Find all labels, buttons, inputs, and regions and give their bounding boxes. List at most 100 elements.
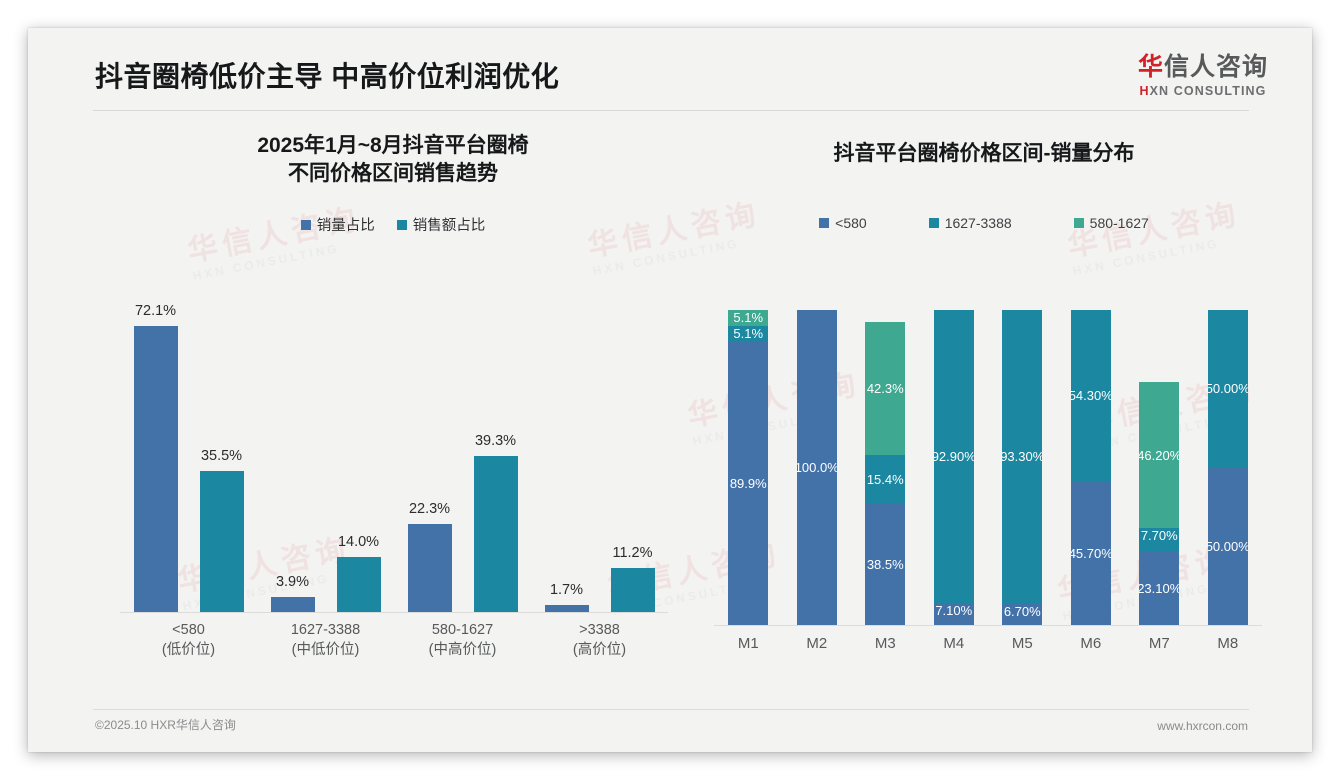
stacked-bar[interactable]: 5.1% 5.1% 89.9% xyxy=(728,309,769,625)
stacked-bar-column: 54.30% 45.70% xyxy=(1057,310,1126,625)
bar[interactable]: 35.5% xyxy=(199,448,244,612)
stacked-bar-segment[interactable]: 42.3% xyxy=(865,321,906,456)
legend-item[interactable]: 销量占比 xyxy=(300,214,375,235)
stacked-bar-segment[interactable]: 7.10% xyxy=(933,602,974,625)
stacked-bar-segment[interactable]: 100.0% xyxy=(796,310,837,625)
chart-panel-right: 抖音平台圈椅价格区间-销量分布 <580 1627-3388 580-1627 5.… xyxy=(704,132,1264,702)
plot-area-right: 5.1% 5.1% 89.9% 100.0% 42.3% 15.4% 38.5% 92.90%… xyxy=(714,309,1263,626)
stacked-bar-segment[interactable]: 7.70% xyxy=(1139,527,1180,553)
bar-group: 3.9% 14.0% xyxy=(257,295,394,612)
stacked-bar-segment[interactable]: 45.70% xyxy=(1070,481,1111,625)
bar[interactable]: 72.1% xyxy=(133,303,178,612)
bar-fill xyxy=(544,605,589,612)
stacked-bar-column: 42.3% 15.4% 38.5% xyxy=(851,310,920,625)
stacked-bar-segment[interactable]: 38.5% xyxy=(865,503,906,625)
bar-fill xyxy=(133,326,178,612)
stacked-bar-segment[interactable]: 5.1% xyxy=(728,325,769,342)
slide-canvas: 华信人咨询 HXN CONSULTING 华信人咨询 HXN CONSULTIN… xyxy=(28,28,1312,752)
logo-en-rest: XN CONSULTING xyxy=(1149,83,1267,98)
stacked-bar[interactable]: 50.00% 50.00% xyxy=(1207,310,1248,625)
stacked-bar-segment[interactable]: 92.90% xyxy=(933,310,974,603)
segment-value-label: 50.00% xyxy=(1207,381,1248,397)
bar-fill xyxy=(270,596,315,612)
segment-value-label: 7.70% xyxy=(1140,527,1178,543)
footer-divider xyxy=(93,709,1249,710)
chart-title-right-line1: 抖音平台圈椅价格区间-销量分布 xyxy=(833,142,1135,165)
chart-legend-left: 销量占比 销售额占比 xyxy=(98,214,688,235)
segment-value-label: 45.70% xyxy=(1070,545,1111,561)
chart-title-left-line1: 2025年1月~8月抖音平台圈椅 xyxy=(257,134,529,157)
legend-swatch-icon xyxy=(819,218,830,229)
stacked-bar[interactable]: 93.30% 6.70% xyxy=(1002,310,1043,625)
stacked-bar-segment[interactable]: 15.4% xyxy=(865,455,906,504)
stacked-bar-segment[interactable]: 6.70% xyxy=(1002,603,1043,625)
stacked-bar-column: 93.30% 6.70% xyxy=(988,310,1057,625)
bar-group: 22.3% 39.3% xyxy=(394,295,531,612)
segment-value-label: 89.9% xyxy=(729,475,767,491)
segment-value-label: 5.1% xyxy=(733,309,764,325)
legend-item[interactable]: <580 xyxy=(819,215,867,231)
legend-item[interactable]: 1627-3388 xyxy=(928,215,1012,231)
x-axis-tick-label: M8 xyxy=(1217,635,1239,652)
bar[interactable]: 14.0% xyxy=(336,534,381,612)
x-axis-tick-label: M2 xyxy=(806,635,828,652)
stacked-bar[interactable]: 92.90% 7.10% xyxy=(933,310,974,625)
chart-title-left-line2: 不同价格区间销售趋势 xyxy=(288,162,498,186)
segment-value-label: 23.10% xyxy=(1139,581,1180,597)
bar[interactable]: 39.3% xyxy=(473,433,518,612)
bar[interactable]: 22.3% xyxy=(407,501,452,612)
bar-value-label: 11.2% xyxy=(612,544,653,561)
bar-value-label: 39.3% xyxy=(474,433,517,450)
legend-label: <580 xyxy=(835,215,867,232)
bar-fill xyxy=(336,556,381,612)
stacked-bar[interactable]: 46.20% 7.70% 23.10% xyxy=(1139,382,1180,625)
x-tick-primary: 1627-3388 xyxy=(290,622,361,638)
bar[interactable]: 3.9% xyxy=(270,574,315,612)
segment-value-label: 6.70% xyxy=(1003,603,1041,619)
segment-value-label: 50.00% xyxy=(1207,538,1248,554)
stacked-bar-column: 50.00% 50.00% xyxy=(1194,310,1263,625)
bar-value-label: 1.7% xyxy=(549,582,584,599)
x-tick-secondary: (低价位) xyxy=(161,642,216,658)
legend-swatch-icon xyxy=(1073,218,1084,229)
footer-copyright: ©2025.10 HXR华信人咨询 xyxy=(95,718,236,732)
x-axis-tick-label: M3 xyxy=(874,635,896,652)
stacked-bar-segment[interactable]: 89.9% xyxy=(728,341,769,625)
bar-group: 1.7% 11.2% xyxy=(531,295,668,612)
stacked-bar[interactable]: 100.0% xyxy=(796,310,837,625)
x-axis-tick-label: M5 xyxy=(1011,635,1033,652)
legend-item[interactable]: 销售额占比 xyxy=(396,214,485,235)
legend-swatch-icon xyxy=(928,218,939,229)
stacked-bar[interactable]: 54.30% 45.70% xyxy=(1070,310,1111,625)
logo-en-accent: H xyxy=(1139,83,1150,98)
chart-legend-right: <580 1627-3388 580-1627 xyxy=(704,215,1264,231)
stacked-bar-segment[interactable]: 93.30% xyxy=(1002,310,1043,604)
segment-value-label: 100.0% xyxy=(796,460,837,475)
x-axis-right: M1 M2 M3 M4 M5 M6 M7 M8 xyxy=(714,628,1262,660)
bar[interactable]: 1.7% xyxy=(544,582,589,612)
stacked-bar-segment[interactable]: 23.10% xyxy=(1139,552,1180,625)
segment-value-label: 54.30% xyxy=(1070,388,1111,404)
segment-value-label: 15.4% xyxy=(866,471,904,487)
segment-value-label: 7.10% xyxy=(935,602,973,618)
bar[interactable]: 11.2% xyxy=(610,545,655,612)
slide-header: 抖音圈椅低价主导 中高价位利润优化 华信人咨询 HXN CONSULTING xyxy=(28,28,1312,112)
legend-item[interactable]: 580-1627 xyxy=(1073,215,1149,231)
bar-fill xyxy=(199,471,244,612)
stacked-bar[interactable]: 42.3% 15.4% 38.5% xyxy=(865,321,906,625)
footer-website: www.hxrcon.com xyxy=(1157,719,1248,733)
stacked-bar-segment[interactable]: 46.20% xyxy=(1139,382,1180,528)
x-axis-tick-label: M7 xyxy=(1148,635,1170,652)
stacked-bar-segment[interactable]: 50.00% xyxy=(1207,310,1248,468)
stacked-bar-segment[interactable]: 50.00% xyxy=(1207,467,1248,625)
x-tick-primary: <580 xyxy=(172,622,205,638)
stacked-bar-segment[interactable]: 54.30% xyxy=(1070,310,1111,482)
legend-swatch-icon xyxy=(396,219,407,230)
bar-value-label: 72.1% xyxy=(134,303,177,320)
bar-value-label: 14.0% xyxy=(337,533,380,550)
segment-value-label: 42.3% xyxy=(866,381,904,397)
x-tick-primary: >3388 xyxy=(579,622,620,638)
x-tick-secondary: (中低价位) xyxy=(291,642,360,658)
grouped-bar-chart: 72.1% 35.5% 3.9% 14.0% 22.3% 39.3% 1.7% 11.2% <… xyxy=(120,294,668,659)
stacked-bar-segment[interactable]: 5.1% xyxy=(728,309,769,326)
